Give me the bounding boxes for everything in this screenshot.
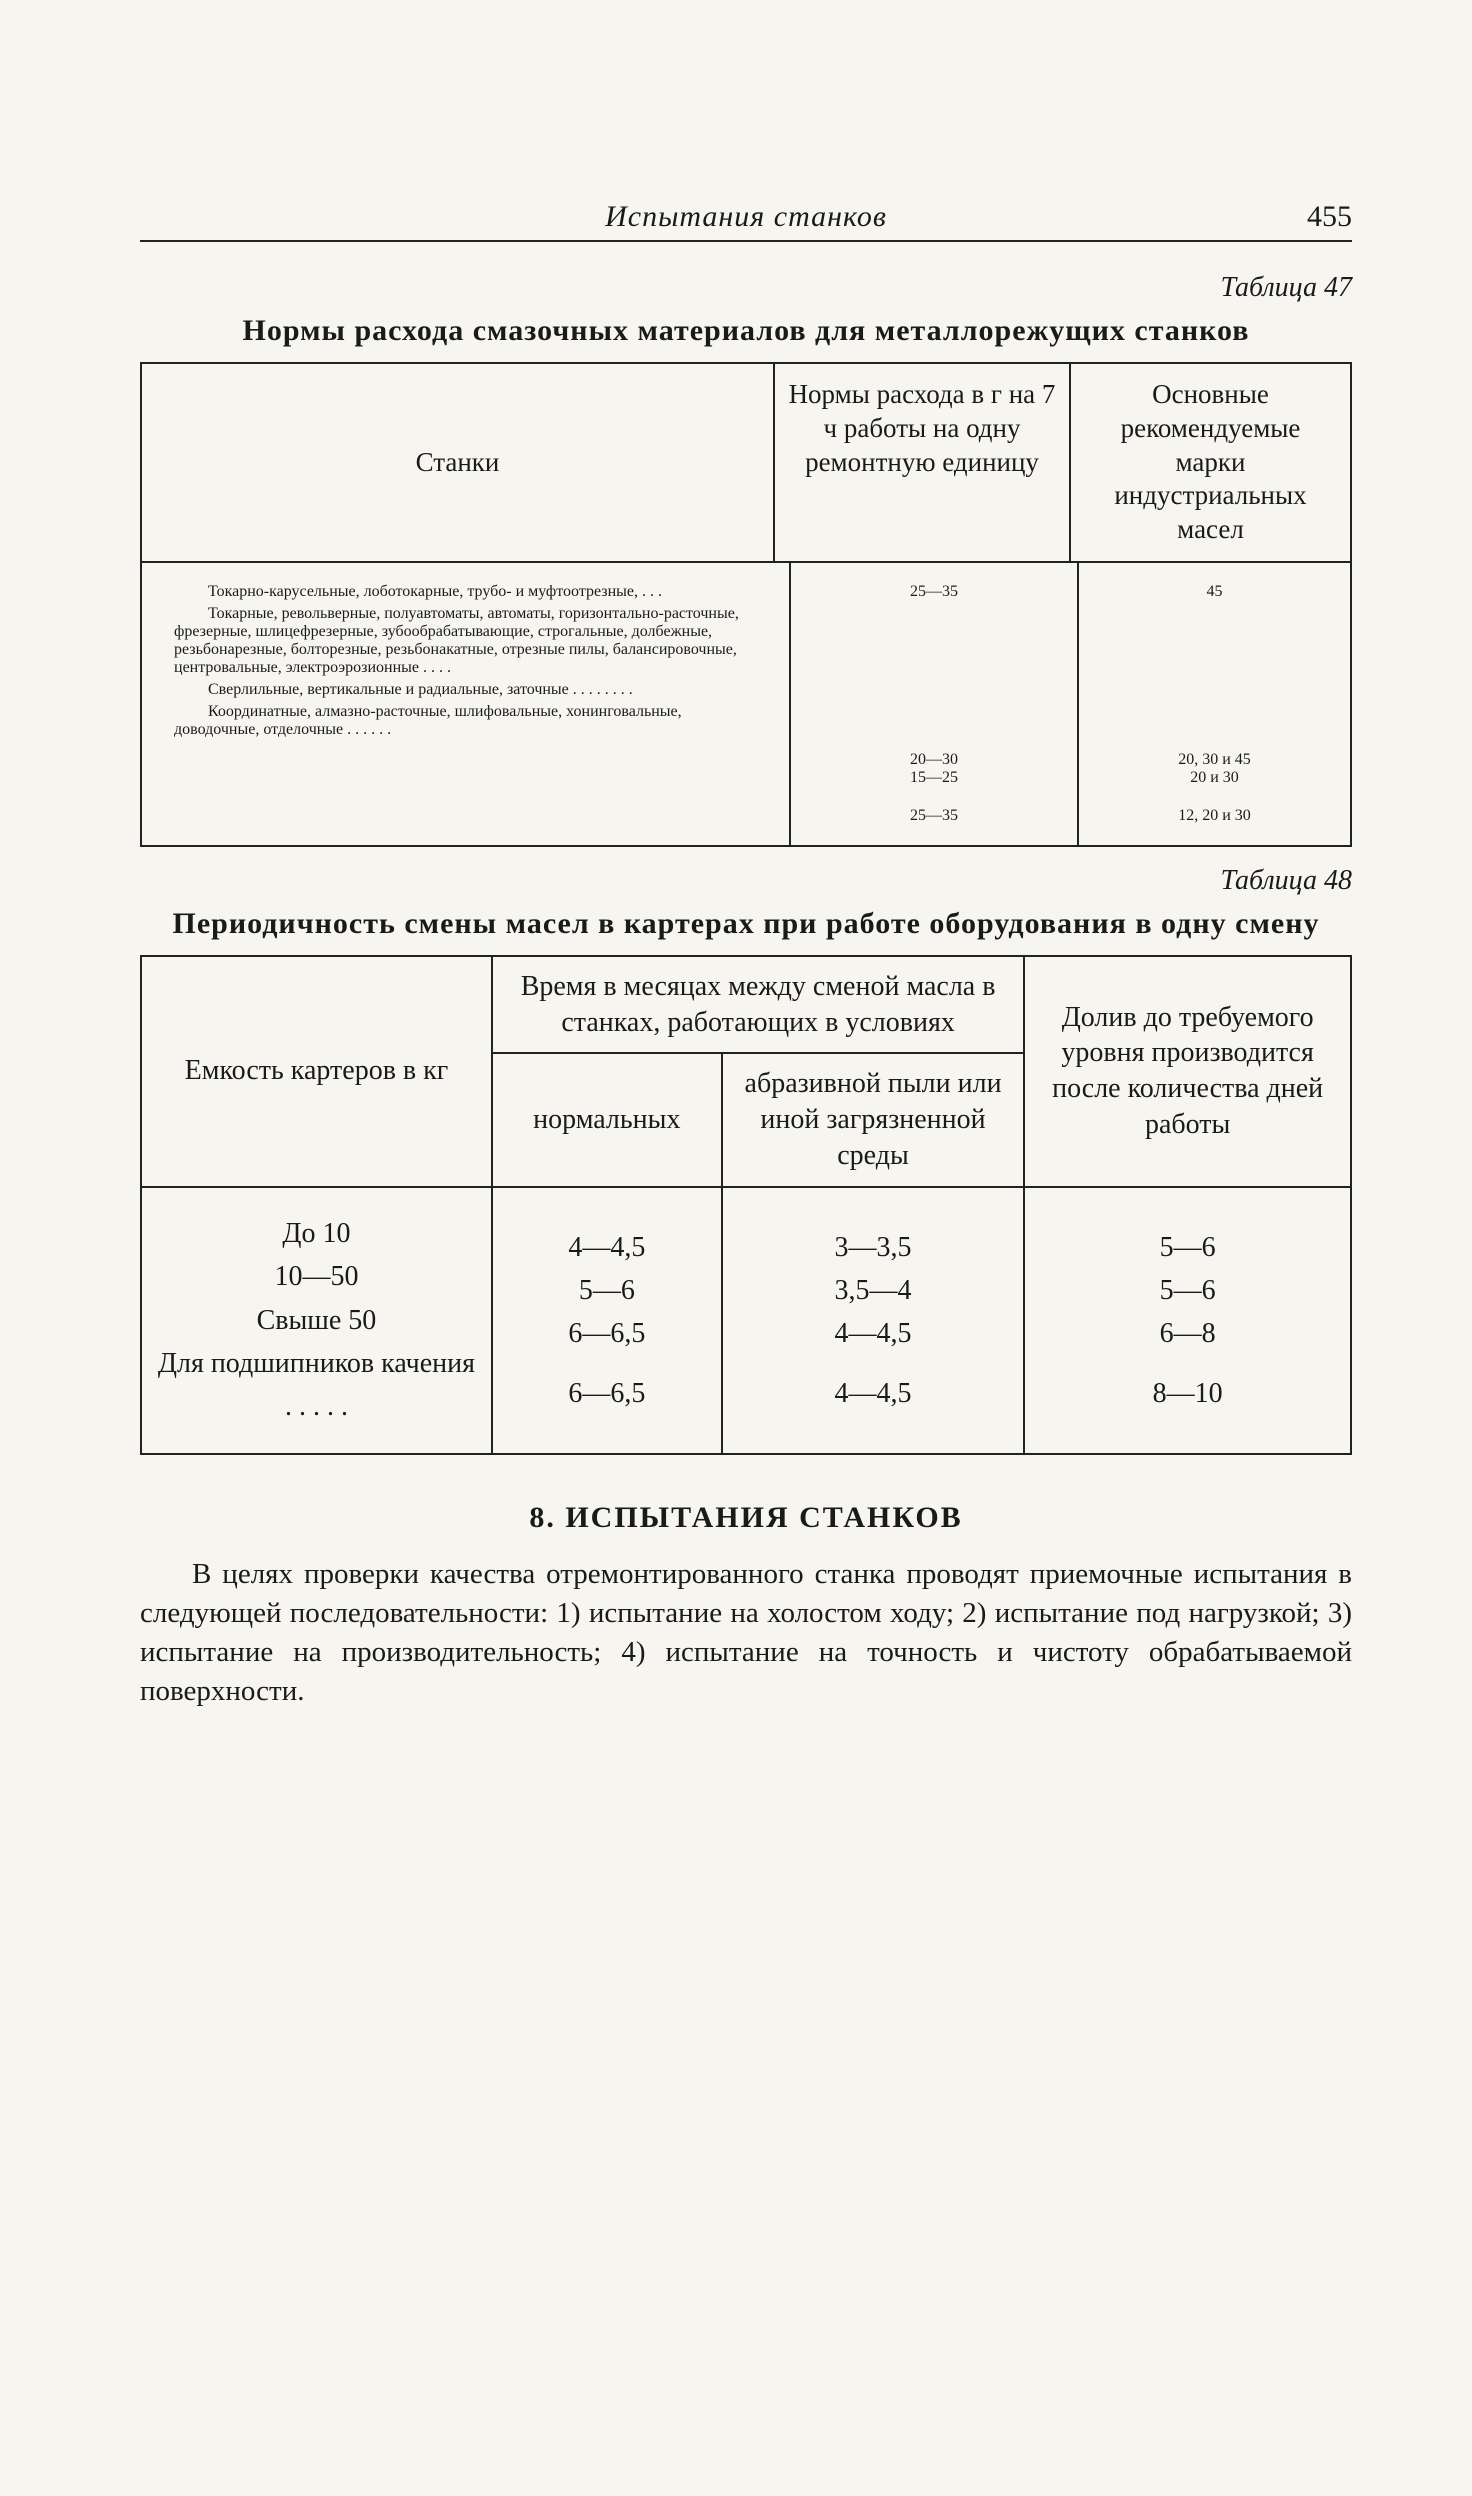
- table47-header-oils: Основные рекомендуемые марки индустриаль…: [1069, 364, 1350, 561]
- table47-row-name: Токарно-карусельные, лоботокарные, трубо…: [174, 583, 765, 601]
- table48-capacity-cell: До 10 10—50 Свыше 50 Для подшипников кач…: [141, 1187, 492, 1454]
- table47-norm-value: 20—30: [910, 751, 958, 769]
- cell-line: 8—10: [1039, 1372, 1336, 1415]
- table48-normal-cell: 4—4,5 5—6 6—6,5 6—6,5: [492, 1187, 722, 1454]
- table48-body: До 10 10—50 Свыше 50 Для подшипников кач…: [141, 1187, 1351, 1454]
- cell-line: До 10: [156, 1212, 477, 1255]
- table47-oil-value: 20, 30 и 45: [1178, 751, 1251, 769]
- cell-line: 3—3,5: [737, 1226, 1010, 1269]
- table47-header-norms: Нормы расхода в г на 7 ч работы на одну …: [773, 364, 1069, 561]
- table47-row-name: Координатные, алмазно-расточные, шлифова…: [174, 703, 765, 739]
- table47-row-name: Токарные, револьверные, полуавтоматы, ав…: [174, 605, 765, 677]
- table47-oil-value: 20 и 30: [1190, 769, 1239, 787]
- body-paragraph: В целях проверки качества отремонтирован…: [140, 1555, 1352, 1712]
- table47-row-name: Сверлильные, вертикальные и радиальные, …: [174, 681, 765, 699]
- table48: Емкость картеров в кг Время в месяцах ме…: [140, 955, 1352, 1455]
- table48-label: Таблица 48: [140, 865, 1352, 897]
- table47-oil-value: 12, 20 и 30: [1178, 807, 1251, 825]
- running-head: Испытания станков 455: [140, 200, 1352, 242]
- cell-line: 5—6: [1039, 1269, 1336, 1312]
- table47-header-machines: Станки: [142, 364, 773, 561]
- cell-line: 5—6: [507, 1269, 707, 1312]
- page: Испытания станков 455 Таблица 47 Нормы р…: [0, 0, 1472, 2496]
- table48-header-topup: Долив до требуемого уровня производится …: [1024, 956, 1351, 1187]
- page-number: 455: [1232, 200, 1352, 234]
- table48-header-dusty: абразивной пыли или иной загрязненной ср…: [722, 1053, 1025, 1186]
- table48-dusty-cell: 3—3,5 3,5—4 4—4,5 4—4,5: [722, 1187, 1025, 1454]
- table48-caption: Периодичность смены масел в картерах при…: [140, 907, 1352, 941]
- cell-line: 6—6,5: [507, 1312, 707, 1355]
- table47-header-row: Станки Нормы расхода в г на 7 ч работы н…: [140, 362, 1352, 563]
- cell-line: 4—4,5: [737, 1312, 1010, 1355]
- table-row: Токарно-карусельные, лоботокарные, трубо…: [142, 563, 1350, 845]
- table-row: До 10 10—50 Свыше 50 Для подшипников кач…: [141, 1187, 1351, 1454]
- table48-header-time-group: Время в месяцах между сменой масла в ста…: [492, 956, 1024, 1054]
- cell-line: 6—8: [1039, 1312, 1336, 1355]
- section-title: 8. ИСПЫТАНИЯ СТАНКОВ: [140, 1501, 1352, 1535]
- cell-line: 6—6,5: [507, 1372, 707, 1415]
- cell-line: Свыше 50: [156, 1299, 477, 1342]
- running-title: Испытания станков: [260, 200, 1232, 234]
- table47-label: Таблица 47: [140, 272, 1352, 304]
- cell-line: 3,5—4: [737, 1269, 1010, 1312]
- cell-line: Для подшипников качения . . . . .: [156, 1342, 477, 1429]
- table47-caption: Нормы расхода смазочных материалов для м…: [140, 314, 1352, 348]
- table47-body: Токарно-карусельные, лоботокарные, трубо…: [140, 563, 1352, 847]
- table47-names-cell: Токарно-карусельные, лоботокарные, трубо…: [142, 563, 789, 845]
- cell-line: 4—4,5: [507, 1226, 707, 1269]
- table47-norms-cell: 25—35 20—30 15—25 25—35: [789, 563, 1077, 845]
- table47-norm-value: 15—25: [910, 769, 958, 787]
- table47-norm-value: 25—35: [910, 807, 958, 825]
- table47-oils-cell: 45 20, 30 и 45 20 и 30 12, 20 и 30: [1077, 563, 1350, 845]
- table48-head: Емкость картеров в кг Время в месяцах ме…: [141, 956, 1351, 1187]
- cell-line: 5—6: [1039, 1226, 1336, 1269]
- cell-line: 4—4,5: [737, 1372, 1010, 1415]
- table47-norm-value: 25—35: [910, 583, 958, 601]
- table48-header-normal: нормальных: [492, 1053, 722, 1186]
- table47-oil-value: 45: [1207, 583, 1223, 601]
- cell-line: 10—50: [156, 1255, 477, 1298]
- table48-topup-cell: 5—6 5—6 6—8 8—10: [1024, 1187, 1351, 1454]
- table-row: Емкость картеров в кг Время в месяцах ме…: [141, 956, 1351, 1054]
- table47: Станки Нормы расхода в г на 7 ч работы н…: [140, 362, 1352, 847]
- table48-header-capacity: Емкость картеров в кг: [141, 956, 492, 1187]
